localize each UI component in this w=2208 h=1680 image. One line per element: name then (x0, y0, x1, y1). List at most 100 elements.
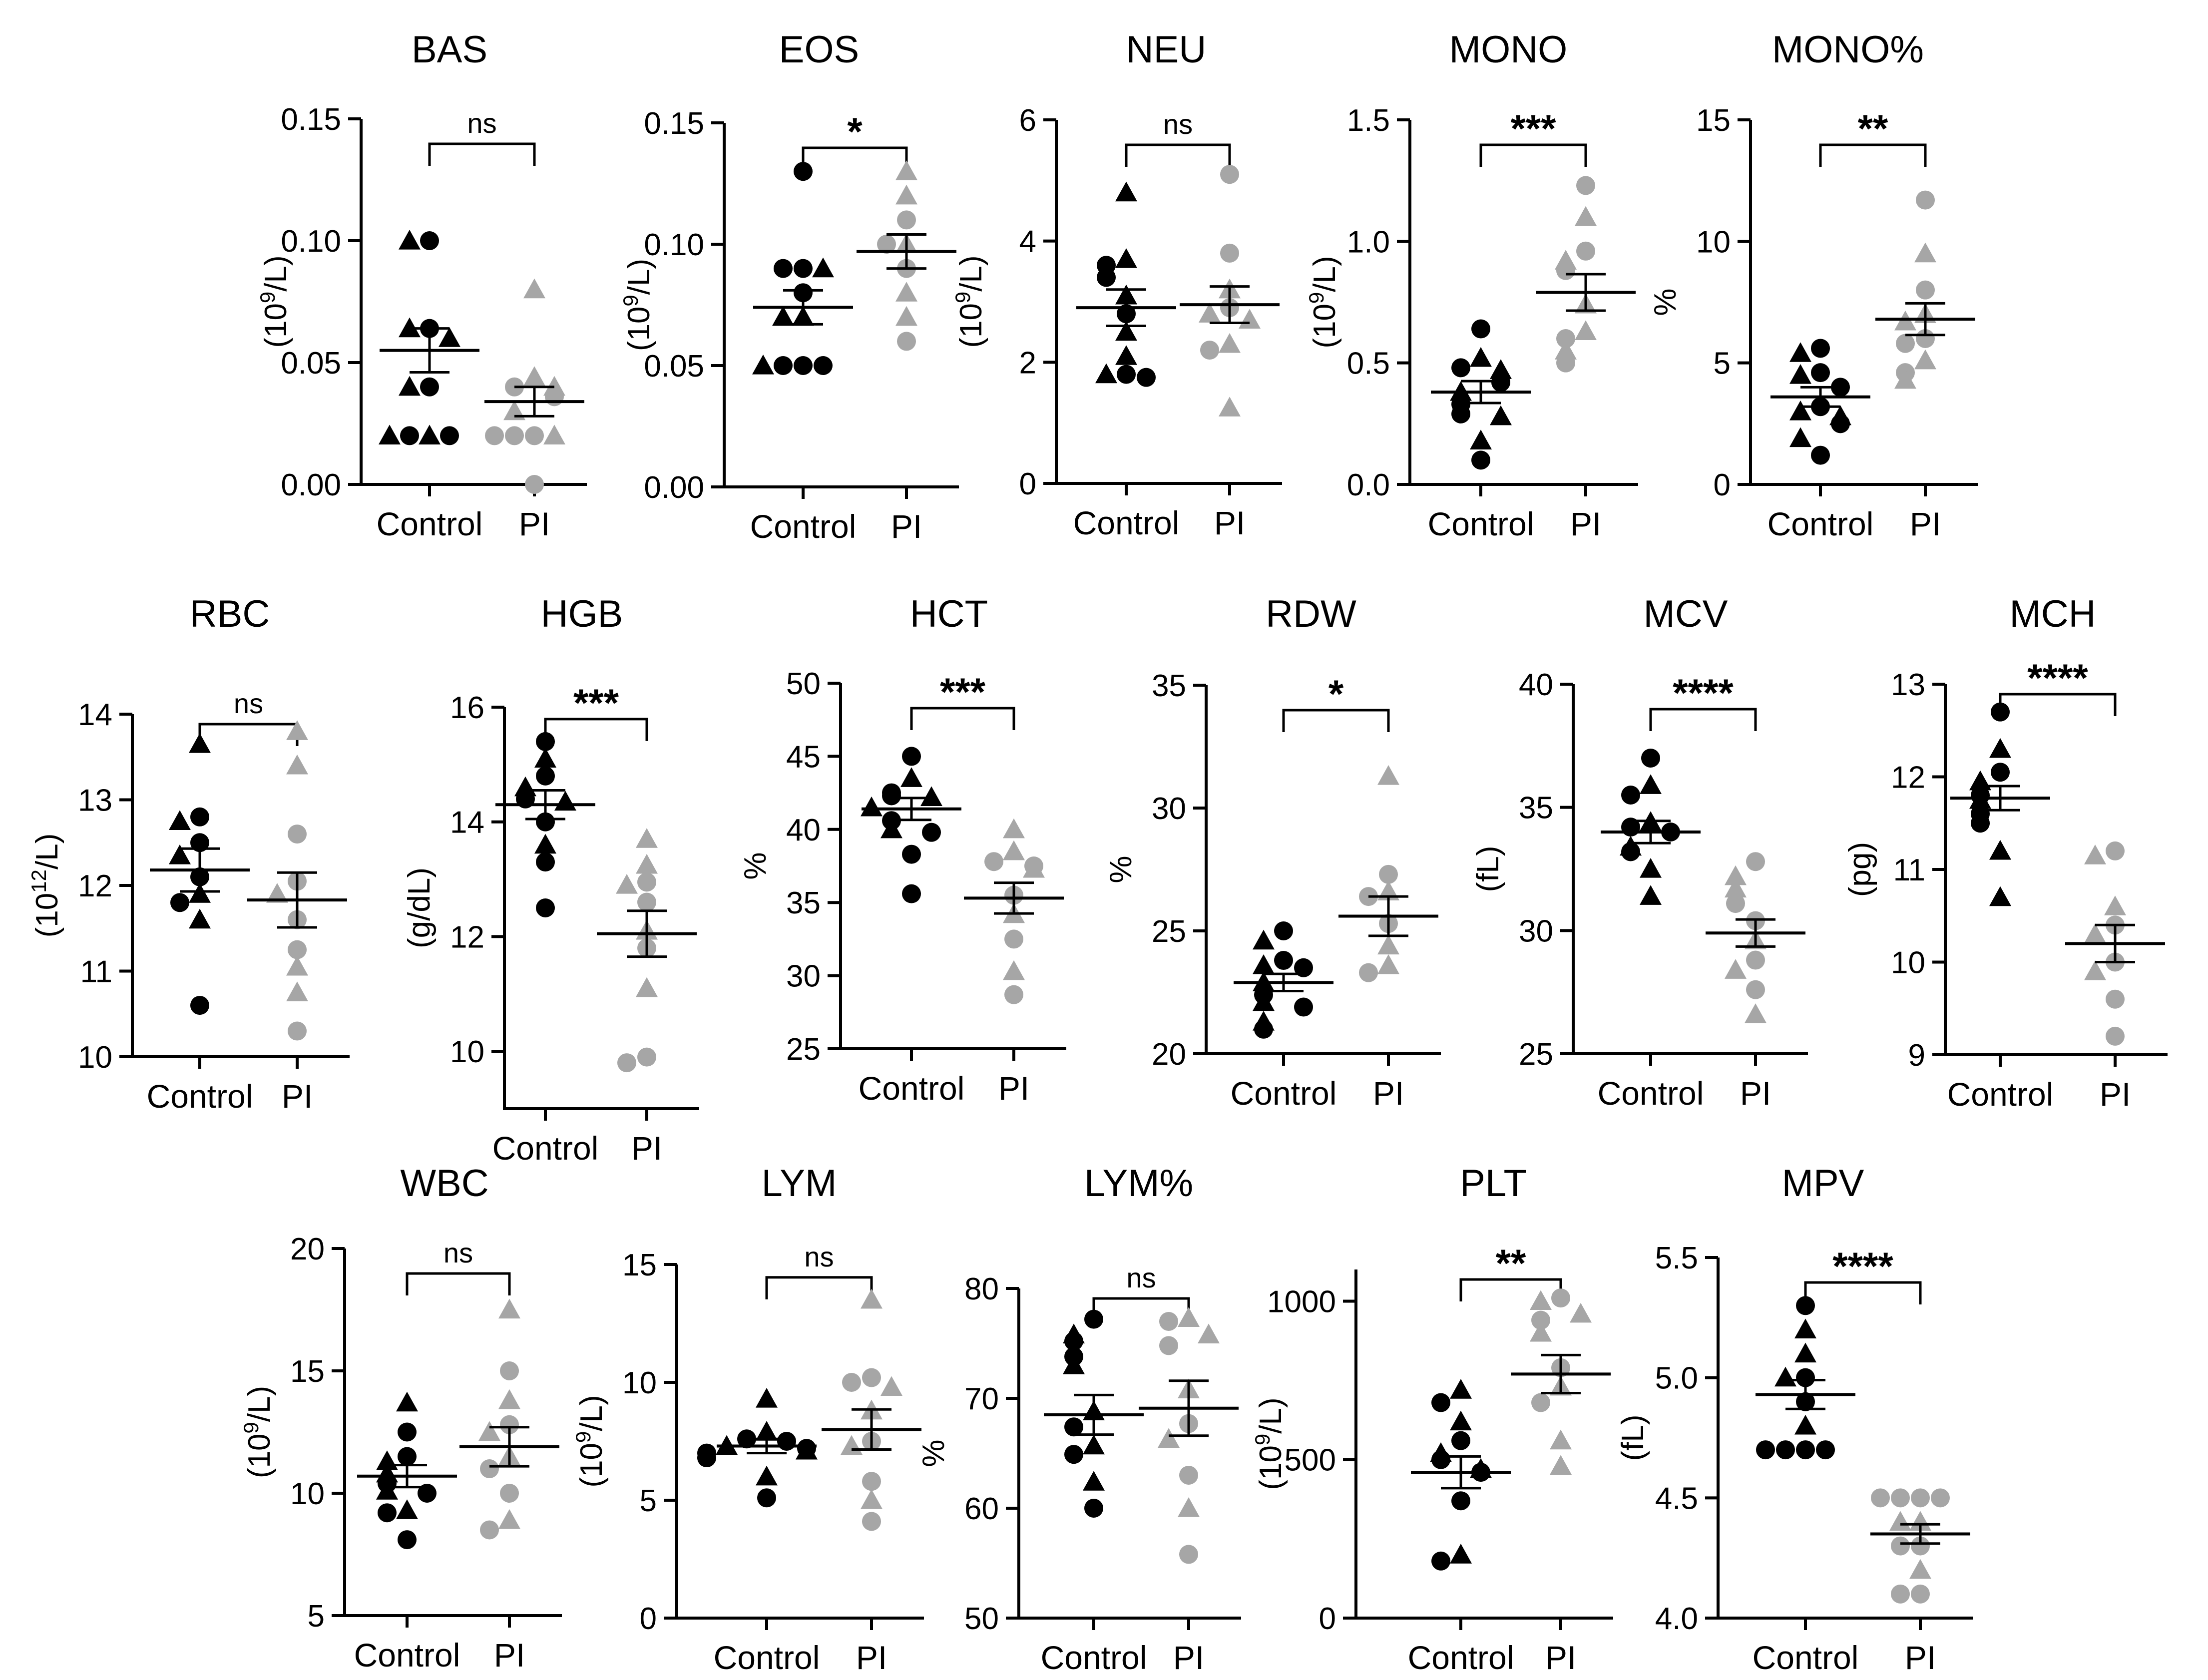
y-tick-label: 500 (1285, 1443, 1336, 1478)
y-tick-label: 50 (786, 667, 821, 701)
significance-label: **** (2027, 656, 2088, 700)
y-tick-label: 5 (308, 1599, 325, 1634)
series-pi (822, 1288, 921, 1531)
y-axis-label: (109/L) (1251, 1397, 1289, 1490)
data-point (1789, 364, 1811, 384)
y-tick-label: 1.5 (1347, 103, 1390, 138)
data-point (2106, 1026, 2125, 1046)
data-point (1451, 1491, 1470, 1511)
data-point (288, 825, 307, 844)
chart-title: MONO% (1772, 28, 1924, 71)
data-point (2104, 895, 2126, 915)
significance-label: ** (1496, 1241, 1526, 1285)
data-point (478, 1421, 500, 1441)
x-tick-label: PI (1173, 1639, 1204, 1676)
data-point (1450, 1544, 1472, 1564)
data-point (1377, 934, 1399, 955)
y-tick-label: 10 (450, 1035, 484, 1069)
y-tick-label: 10 (290, 1477, 325, 1511)
data-point (286, 955, 308, 976)
data-point (1003, 818, 1025, 839)
x-tick-label: PI (891, 508, 922, 545)
data-point (1575, 320, 1597, 340)
series-control (495, 732, 595, 917)
data-point (636, 828, 658, 848)
data-point (1451, 1431, 1470, 1450)
y-tick-label: 5 (1714, 347, 1731, 381)
y-tick-label: 40 (1519, 668, 1553, 702)
chart-title: RDW (1266, 593, 1356, 635)
chart-title: EOS (779, 28, 860, 71)
y-tick-label: 15 (1696, 103, 1731, 138)
data-point (1178, 1497, 1200, 1517)
data-point (812, 257, 834, 278)
data-point (1575, 206, 1597, 226)
data-point (420, 377, 439, 397)
data-point (752, 355, 774, 375)
data-point (862, 1512, 881, 1531)
data-point (485, 426, 504, 445)
chart-title: WBC (400, 1162, 488, 1205)
significance-label: **** (1832, 1244, 1893, 1288)
chart-panel-mch: MCH 9 10 11 12 13 Control PI (pg) **** (1843, 593, 2168, 1113)
data-point (1179, 1466, 1198, 1485)
significance-label: * (1328, 672, 1344, 716)
data-point (169, 844, 191, 864)
data-point (286, 720, 308, 740)
data-point (861, 1288, 883, 1309)
data-point (1470, 347, 1492, 367)
data-point (1931, 1488, 1950, 1508)
data-point (1894, 369, 1916, 389)
data-point (190, 996, 209, 1015)
data-point (498, 1509, 520, 1529)
y-tick-label: 0.05 (644, 349, 704, 384)
x-tick-label: PI (282, 1078, 313, 1115)
y-tick-label: 0.05 (281, 346, 341, 381)
data-point (1576, 176, 1595, 195)
data-point (1220, 165, 1239, 184)
data-point (534, 834, 556, 854)
data-point (796, 1439, 818, 1460)
data-point (1789, 342, 1811, 362)
series-control (1601, 749, 1701, 905)
data-point (1909, 1511, 1931, 1531)
data-point (861, 796, 883, 817)
x-tick-label: Control (750, 508, 857, 545)
significance-bracket (428, 142, 536, 166)
significance-label: ns (443, 1237, 473, 1268)
series-control (357, 1391, 457, 1550)
series-pi (1706, 852, 1805, 1023)
data-point (1377, 765, 1399, 785)
series-control (1770, 339, 1870, 465)
significance-label: ns (1126, 1262, 1156, 1293)
significance-label: ns (467, 107, 496, 139)
y-tick-label: 0.5 (1347, 347, 1390, 381)
significance-label: **** (1673, 671, 1734, 715)
data-point (1746, 950, 1765, 970)
x-tick-label: PI (519, 505, 550, 542)
data-point (1989, 840, 2011, 860)
y-tick-label: 0 (1714, 468, 1731, 502)
chart-title: MONO (1449, 28, 1567, 71)
data-point (897, 210, 916, 230)
data-point (523, 278, 545, 299)
series-control (1431, 319, 1531, 470)
data-point (756, 1421, 778, 1441)
data-point (1889, 1511, 1911, 1531)
data-point (1621, 842, 1640, 861)
data-point (1083, 1471, 1105, 1491)
x-tick-label: PI (1545, 1639, 1576, 1676)
data-point (536, 766, 555, 786)
data-point (922, 823, 941, 842)
data-point (842, 1373, 861, 1392)
y-tick-label: 10 (78, 1040, 112, 1075)
y-tick-label: 9 (1908, 1038, 1925, 1073)
data-point (378, 1503, 397, 1523)
y-tick-label: 35 (786, 886, 821, 920)
significance-bracket (1649, 708, 1757, 731)
data-point (1254, 1019, 1273, 1039)
y-tick-label: 25 (1519, 1037, 1553, 1072)
significance-bracket (406, 1272, 511, 1295)
chart-title: NEU (1126, 28, 1206, 71)
data-point (1556, 261, 1575, 280)
